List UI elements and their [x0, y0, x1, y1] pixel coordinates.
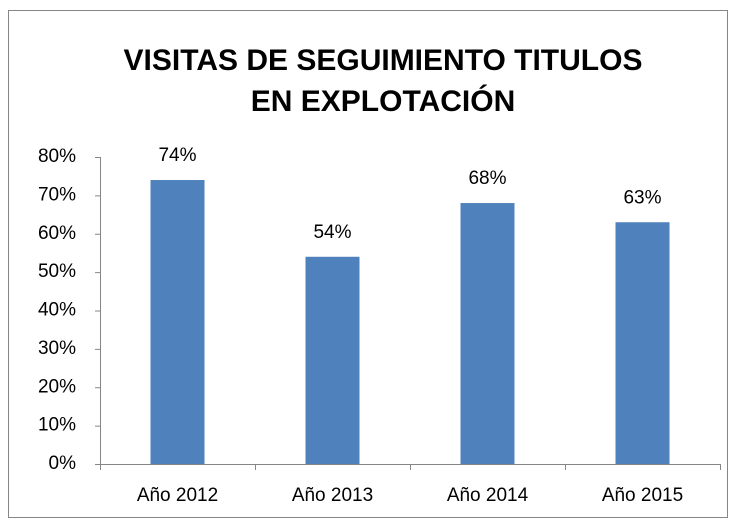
x-tick-label: Año 2012: [137, 485, 218, 506]
data-label: 68%: [468, 168, 506, 189]
y-tick-label: 60%: [38, 223, 76, 244]
y-tick-label: 40%: [38, 300, 76, 321]
x-tick-label: Año 2015: [602, 485, 683, 506]
x-tick-label: Año 2014: [447, 485, 529, 506]
bar: [460, 203, 515, 465]
y-tick-label: 50%: [38, 261, 76, 282]
y-tick-label: 30%: [38, 338, 76, 359]
y-tick-label: 0%: [49, 453, 77, 474]
data-label: 63%: [623, 187, 661, 208]
bar: [305, 256, 360, 464]
data-label: 54%: [313, 222, 351, 243]
chart-title: VISITAS DE SEGUIMIENTO TITULOS: [124, 44, 643, 77]
x-tick-label: Año 2013: [292, 485, 373, 506]
bar: [150, 180, 205, 464]
data-label: 74%: [158, 145, 196, 166]
bar: [615, 222, 670, 464]
y-tick-label: 80%: [38, 146, 76, 167]
y-tick-label: 70%: [38, 184, 76, 205]
y-tick-label: 10%: [38, 415, 76, 436]
y-tick-label: 20%: [38, 376, 76, 397]
chart-title: EN EXPLOTACIÓN: [251, 84, 515, 118]
chart-frame: [8, 10, 728, 518]
